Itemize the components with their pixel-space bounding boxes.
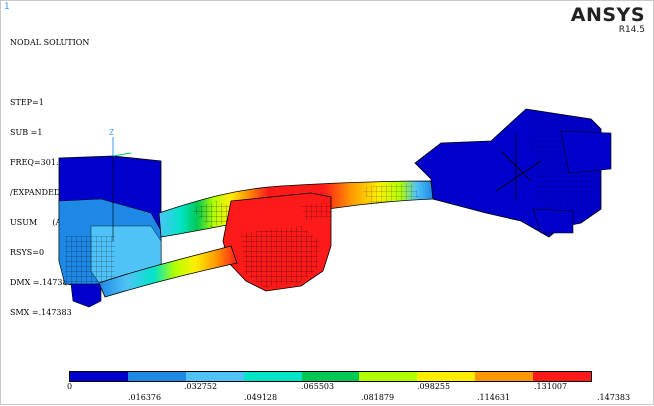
legend-label-top: .098255: [417, 382, 451, 391]
ansys-logo: ANSYS R14.5: [571, 5, 645, 35]
legend-band: [359, 372, 418, 381]
contour-legend-bar: [69, 371, 592, 382]
legend-label-bottom: .081879: [361, 393, 395, 402]
triad-z-label: Z: [109, 128, 114, 137]
legend-label-bottom: .049128: [244, 393, 278, 402]
legend-band: [127, 372, 186, 381]
legend-band: [70, 372, 128, 381]
legend-label-top: 0: [67, 382, 73, 391]
info-line: STEP=1: [10, 98, 44, 107]
legend-label-top: .131007: [534, 382, 568, 391]
info-line: DMX =.147383: [10, 278, 73, 287]
info-line: SMX =.147383: [10, 308, 72, 317]
legend-label-top: .065503: [301, 382, 335, 391]
legend-band: [475, 372, 534, 381]
info-line: /EXPANDED: [10, 188, 61, 197]
legend-band: [301, 372, 360, 381]
right-housing: [414, 108, 612, 238]
release-label: R14.5: [618, 25, 645, 35]
window-number: 1: [4, 2, 10, 12]
coordinate-triad: Z: [109, 128, 132, 157]
legend-label-bottom: .016376: [128, 393, 162, 402]
legend-label-top: .032752: [184, 382, 218, 391]
info-line: SUB =1: [10, 128, 43, 137]
legend-label-bottom: .147383: [597, 393, 631, 402]
center-body: [222, 192, 333, 292]
legend-band: [417, 372, 476, 381]
legend-band: [533, 372, 592, 381]
legend-band: [243, 372, 302, 381]
brand-name: ANSYS: [570, 4, 645, 26]
info-line: RSYS=0: [10, 248, 45, 257]
info-line: NODAL SOLUTION: [10, 38, 90, 47]
legend-label-bottom: .114631: [477, 393, 511, 402]
info-line: FREQ=301.132: [10, 158, 74, 167]
legend-band: [185, 372, 244, 381]
lower-arm: [98, 245, 238, 298]
